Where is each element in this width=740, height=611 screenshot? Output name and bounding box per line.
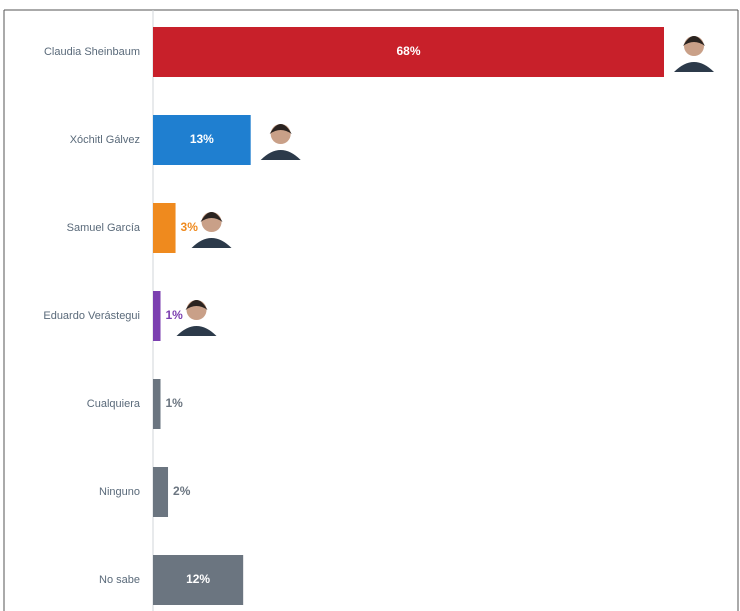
- bar: [153, 203, 176, 253]
- category-label: Claudia Sheinbaum: [44, 46, 140, 58]
- category-label: Xóchitl Gálvez: [70, 134, 140, 146]
- background: [0, 0, 740, 611]
- category-label: Samuel García: [67, 222, 141, 234]
- value-label: 1%: [166, 396, 184, 410]
- value-label: 13%: [190, 132, 214, 146]
- value-label: 3%: [181, 220, 199, 234]
- category-label: Ninguno: [99, 486, 140, 498]
- page: {"chart_data": {"type": "bar", "orientat…: [0, 0, 740, 611]
- value-label: 2%: [173, 484, 191, 498]
- category-label: No sabe: [99, 574, 140, 586]
- category-label: Eduardo Verástegui: [43, 310, 140, 322]
- bar: [153, 379, 161, 429]
- category-label: Cualquiera: [87, 398, 141, 410]
- value-label: 12%: [186, 572, 210, 586]
- chart: Claudia Sheinbaum 68% Xóchitl Gálvez 13% Sam…: [0, 0, 740, 611]
- value-label: 68%: [396, 44, 420, 58]
- bar: [153, 467, 168, 517]
- bar: [153, 291, 161, 341]
- value-label: 1%: [166, 308, 184, 322]
